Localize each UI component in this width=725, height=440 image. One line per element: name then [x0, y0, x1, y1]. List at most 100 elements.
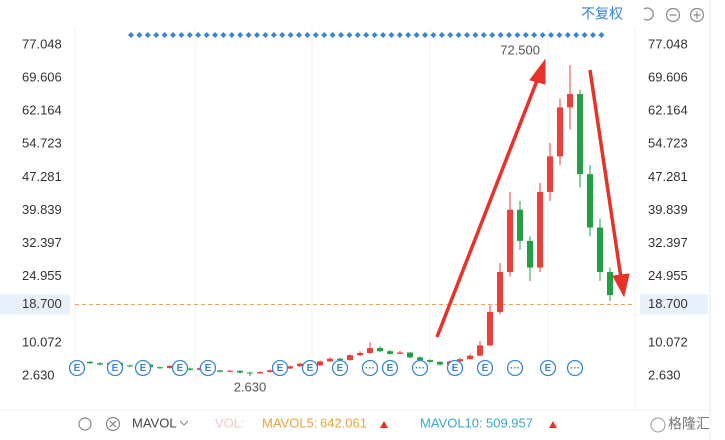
event-marker[interactable] [199, 359, 217, 377]
event-marker[interactable] [106, 359, 124, 377]
indicator-name[interactable]: MAVOL [132, 415, 177, 430]
candle-body [327, 358, 333, 362]
candle-body [97, 363, 103, 365]
diamond [590, 32, 596, 38]
y-tick-label: 10.072 [22, 334, 62, 349]
last-price-label: 18.700 [22, 296, 62, 311]
diamond [548, 32, 554, 38]
diamond [380, 32, 386, 38]
diamond [279, 32, 286, 38]
zoom-out-icon[interactable] [665, 7, 681, 23]
diamond-row [128, 32, 605, 38]
diamond [464, 32, 470, 38]
diamond [388, 32, 395, 38]
diamond [296, 32, 302, 38]
reset-icon[interactable] [643, 7, 654, 21]
candle-body [537, 191, 543, 268]
diamond [539, 32, 546, 38]
mavol10-label: MAVOL10: [420, 415, 483, 430]
toolbar-icons[interactable] [643, 7, 705, 23]
event-label: E [205, 363, 212, 374]
last-price-label-right: 18.700 [648, 296, 688, 311]
event-label: E [482, 363, 489, 374]
candle-body [87, 361, 93, 364]
event-marker[interactable] [539, 359, 557, 377]
candle-body [407, 352, 413, 358]
last-price-box-right [640, 294, 708, 315]
y-tick-label-right: 32.397 [648, 235, 688, 250]
mavol5-label: MAVOL5: [262, 415, 317, 430]
event-marker[interactable] [446, 359, 464, 377]
event-marker[interactable] [506, 359, 524, 377]
candle-body [487, 312, 493, 346]
y-tick-label-right: 10.072 [648, 334, 688, 349]
diamond [329, 32, 336, 38]
candle-body [257, 372, 263, 374]
diamond [531, 32, 538, 38]
event-marker[interactable] [301, 359, 319, 377]
settings-icon[interactable] [78, 417, 92, 431]
mavol5-value: 642.061 [320, 415, 367, 430]
diamond [556, 32, 563, 38]
y-tick-label: 54.723 [22, 136, 62, 151]
diamond [573, 32, 580, 38]
dropdown[interactable] [179, 420, 189, 426]
plot: 77.048 77.048 69.606 69.606 62.164 62.164 54.7… [0, 36, 708, 394]
arrows [435, 58, 630, 338]
zoom-in-icon[interactable] [689, 7, 705, 23]
candle-body [227, 370, 233, 372]
candle-body [317, 361, 323, 366]
event-marker[interactable] [171, 359, 189, 377]
event-label: ··· [365, 363, 375, 374]
event-label: E [74, 363, 81, 374]
vertical-grid [74, 28, 636, 410]
event-label: E [177, 363, 184, 374]
adjust-mode[interactable]: 不复权 [581, 6, 623, 22]
candle-body [297, 363, 303, 367]
candle-body [547, 156, 553, 192]
mavol10-value: 509.957 [486, 415, 533, 430]
event-marker[interactable] [68, 359, 86, 377]
event-marker[interactable] [361, 359, 379, 377]
diamond [128, 32, 134, 38]
candle-body [267, 370, 273, 373]
event-label: E [337, 363, 344, 374]
event-marker[interactable] [331, 359, 349, 377]
event-label: E [277, 363, 284, 374]
candle-body [287, 366, 293, 369]
candle-body [357, 352, 363, 356]
candle-body [397, 352, 403, 354]
event-label: E [452, 363, 459, 374]
diamond [321, 32, 328, 38]
diamond [195, 32, 202, 38]
candle-body [577, 94, 583, 175]
event-marker[interactable] [411, 359, 429, 377]
y-tick-label: 32.397 [22, 235, 62, 250]
candle-body [157, 367, 163, 369]
candle-body [237, 370, 243, 373]
event-marker[interactable] [134, 359, 152, 377]
candle-body [247, 372, 253, 374]
event-label: E [545, 363, 552, 374]
candle-body [517, 209, 523, 241]
diamond [472, 32, 479, 38]
diamond [254, 32, 260, 38]
diamond [312, 32, 319, 38]
diamond [371, 32, 378, 38]
close-icon[interactable] [105, 416, 121, 432]
toolbar-left[interactable] [78, 416, 121, 432]
diamond [480, 32, 487, 38]
candle-body [477, 345, 483, 356]
diamond [262, 32, 269, 38]
event-marker[interactable] [271, 359, 289, 377]
diamond [506, 32, 512, 38]
candle-body [367, 348, 373, 353]
diamond [203, 32, 210, 38]
event-marker[interactable] [566, 359, 584, 377]
candle-body [497, 272, 503, 313]
event-marker[interactable] [476, 359, 494, 377]
event-label: E [112, 363, 119, 374]
event-marker[interactable] [381, 359, 399, 377]
diamond [220, 32, 227, 38]
diamond [338, 32, 344, 38]
